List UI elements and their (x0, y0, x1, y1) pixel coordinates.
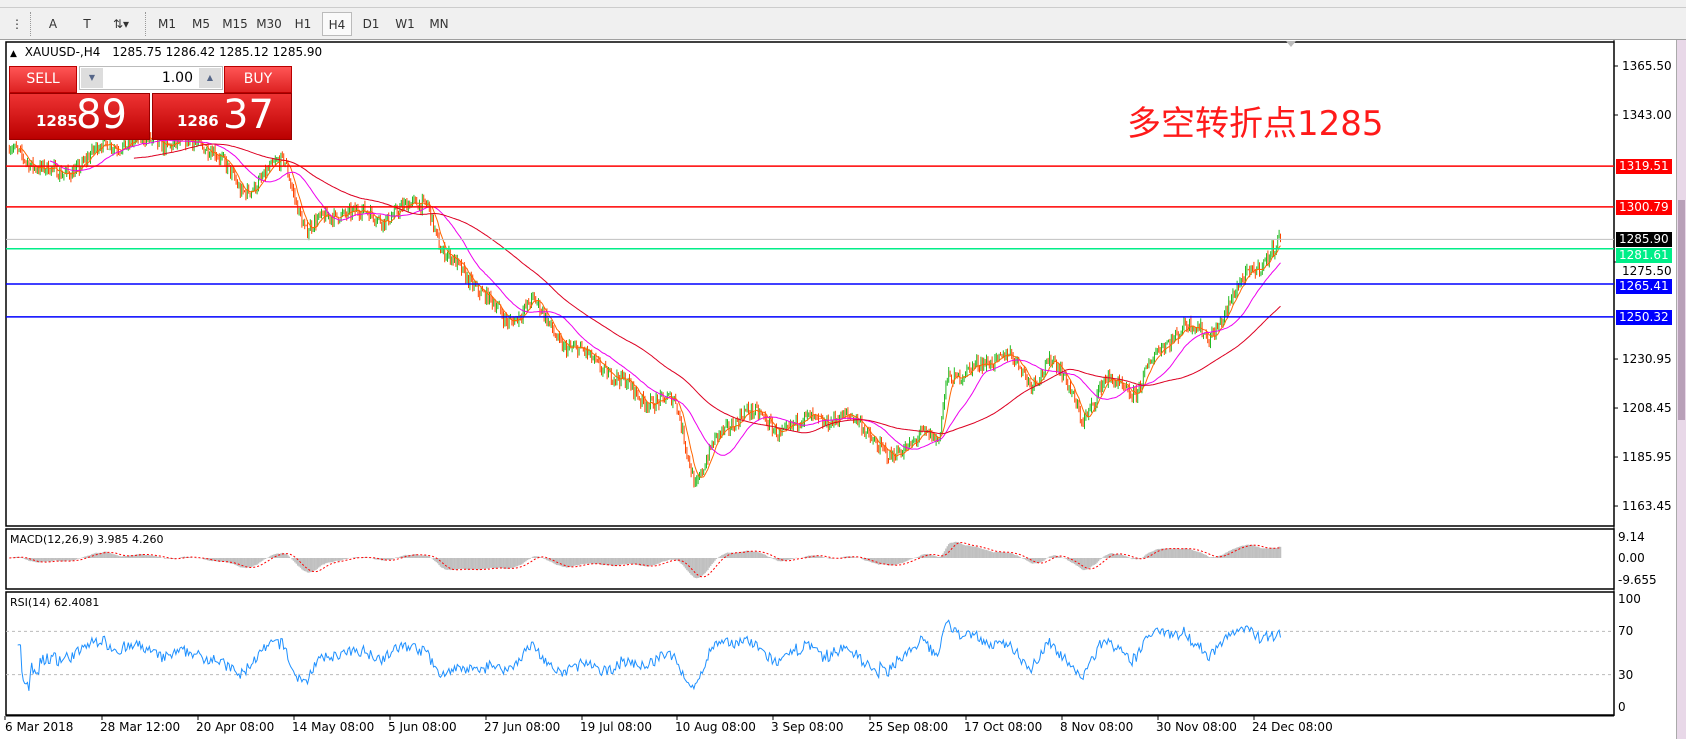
price-level-tag: 1265.41 (1616, 279, 1672, 295)
moving-average-line (133, 143, 1281, 435)
moving-average-line (49, 139, 1281, 456)
toolbar-separator (145, 12, 147, 36)
time-axis-label: 30 Nov 08:00 (1156, 720, 1237, 734)
rsi-axis-label: 0 (1618, 700, 1626, 714)
vertical-scrollbar[interactable] (1676, 40, 1686, 739)
collapse-triangle-icon[interactable]: ▲ (10, 49, 17, 59)
time-axis-label: 3 Sep 08:00 (771, 720, 844, 734)
lot-size-stepper[interactable]: ▼ 1.00 ▲ (79, 66, 223, 90)
chart-shift-marker-icon (1286, 41, 1296, 47)
sell-price-big: 1285 (36, 112, 78, 130)
price-axis-label: 1208.45 (1622, 401, 1672, 416)
time-axis-label: 20 Apr 08:00 (196, 720, 275, 734)
price-axis-label: 1365.50 (1622, 59, 1672, 73)
macd-axis-label: 9.14 (1618, 530, 1645, 544)
macd-label: MACD(12,26,9) 3.985 4.260 (10, 533, 164, 546)
time-axis-label: 6 Mar 2018 (5, 720, 74, 734)
timeframe-h1[interactable]: H1 (294, 17, 312, 31)
ohlc-values: 1285.75 1286.42 1285.12 1285.90 (112, 45, 323, 59)
timeframe-m15[interactable]: M15 (222, 17, 248, 31)
sell-price-pips: 89 (76, 92, 127, 138)
timeframe-m1[interactable]: M1 (158, 17, 176, 31)
buy-price-big: 1286 (177, 112, 219, 130)
time-axis-label: 14 May 08:00 (292, 720, 375, 734)
sell-button[interactable]: SELL (9, 66, 77, 93)
increase-lot-icon[interactable]: ▲ (199, 68, 221, 88)
timeframe-mn[interactable]: MN (429, 17, 449, 31)
rsi-axis-label: 30 (1618, 667, 1634, 682)
time-axis-label: 28 Mar 12:00 (100, 720, 181, 734)
top-toolbar-strip (0, 0, 1686, 8)
price-axis-label: 1275.50 (1622, 264, 1672, 279)
rsi-line (17, 619, 1281, 691)
rsi-label: RSI(14) 62.4081 (10, 596, 100, 609)
time-axis-label: 10 Aug 08:00 (675, 720, 756, 734)
lot-size-input[interactable]: 1.00 (161, 70, 193, 86)
symbol-label: XAUUSD-,H4 (24, 45, 101, 59)
chart-header: ▲ XAUUSD-,H4 1285.75 1286.42 1285.12 128… (10, 45, 322, 59)
macd-axis-label: -9.655 (1618, 573, 1657, 587)
rsi-axis-label: 70 (1618, 624, 1634, 639)
time-axis-label: 5 Jun 08:00 (388, 720, 457, 734)
chart-annotation-text[interactable]: 多空转折点1285 (1127, 104, 1384, 144)
time-axis-label: 25 Sep 08:00 (868, 720, 949, 734)
price-axis-label: 1163.45 (1622, 499, 1672, 514)
moving-average-line (18, 136, 1281, 478)
time-axis-label: 24 Dec 08:00 (1252, 720, 1333, 734)
price-axis-label: 1343.00 (1622, 108, 1672, 122)
text-icon[interactable]: A (48, 17, 58, 31)
timeframe-h4[interactable]: H4 (322, 12, 352, 36)
price-level-tag: 1300.79 (1616, 199, 1672, 215)
macd-axis-label: 0.00 (1618, 551, 1645, 565)
text-label-icon[interactable]: T (83, 17, 91, 31)
rsi-axis-label: 100 (1618, 592, 1641, 606)
timeframe-m30[interactable]: M30 (256, 17, 282, 31)
price-level-tag: 1285.90 (1616, 232, 1672, 248)
scrollbar-thumb[interactable] (1678, 200, 1685, 420)
buy-price-pips: 37 (223, 92, 274, 138)
macd-signal-line (9, 542, 1281, 578)
decrease-lot-icon[interactable]: ▼ (81, 68, 103, 88)
price-axis-label: 1230.95 (1622, 352, 1672, 367)
price-level-tag: 1281.61 (1616, 248, 1672, 264)
timeframe-m5[interactable]: M5 (192, 17, 210, 31)
timeframe-d1[interactable]: D1 (362, 17, 380, 31)
buy-button[interactable]: BUY (224, 66, 292, 93)
buy-price-button[interactable]: 1286 37 (152, 93, 292, 140)
arrows-icon[interactable]: ⇅▾ (112, 17, 130, 31)
time-axis-label: 8 Nov 08:00 (1060, 720, 1134, 734)
rsi-panel (5, 591, 1615, 716)
price-level-tag: 1250.32 (1616, 309, 1672, 325)
time-axis-label: 27 Jun 08:00 (484, 720, 561, 734)
timeframe-w1[interactable]: W1 (395, 17, 415, 31)
chart-toolbar: ⋮ A T ⇅▾ M1 M5 M15 M30 H1 H4 D1 W1 MN (0, 8, 1686, 40)
sell-price-button[interactable]: 1285 89 (9, 93, 150, 140)
price-axis-label: 1185.95 (1622, 450, 1672, 465)
price-level-tag: 1319.51 (1616, 159, 1672, 175)
toolbar-separator (30, 12, 32, 36)
period-separator-icon[interactable]: ⋮ (11, 17, 23, 31)
time-axis-label: 19 Jul 08:00 (580, 720, 652, 734)
time-axis-label: 17 Oct 08:00 (964, 720, 1043, 734)
one-click-trading-panel: SELL ▼ 1.00 ▲ BUY 1285 89 1286 37 (9, 66, 292, 140)
